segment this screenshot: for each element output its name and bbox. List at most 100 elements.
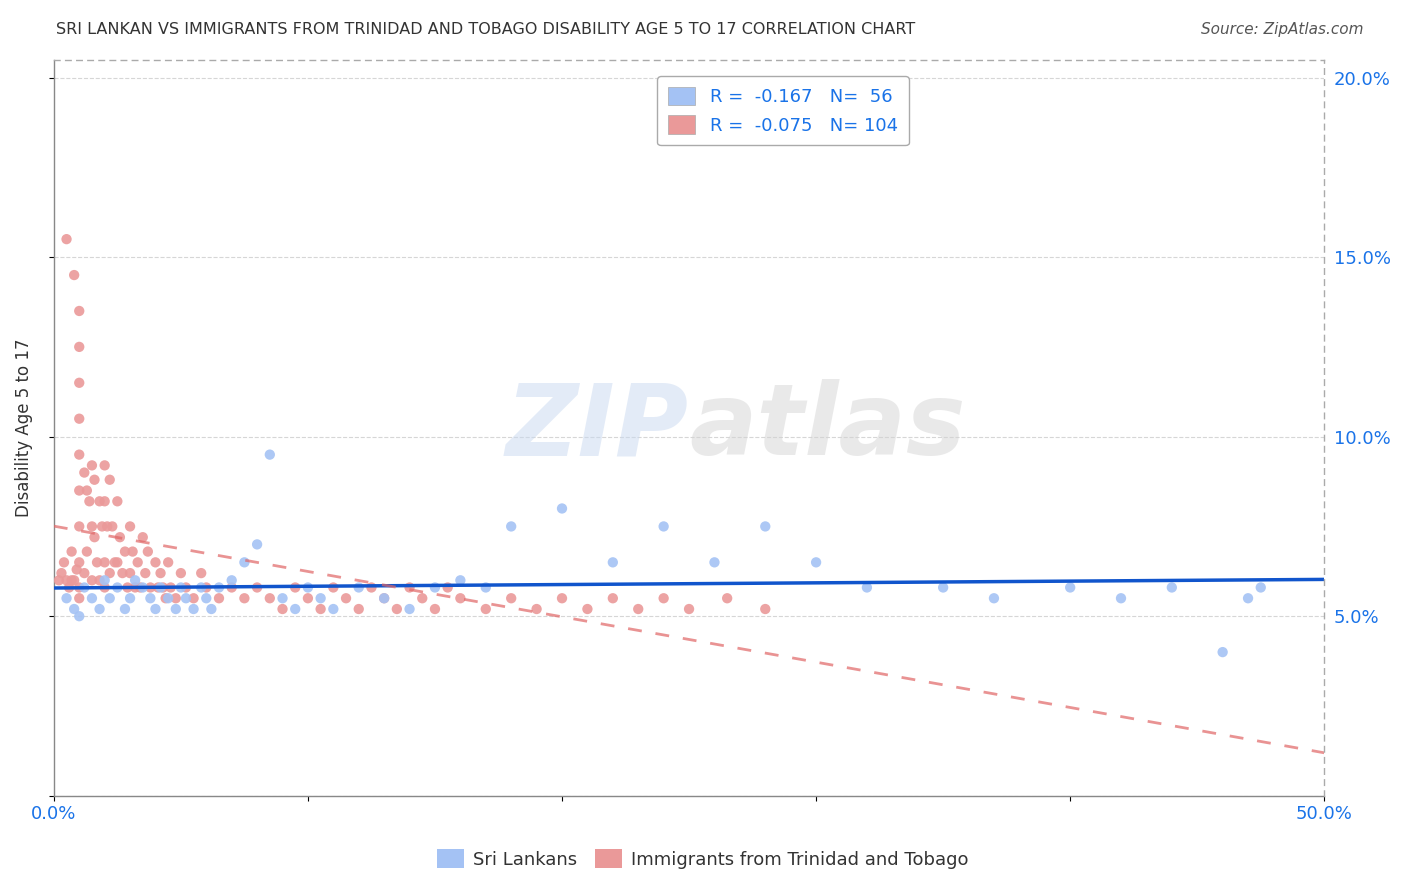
Y-axis label: Disability Age 5 to 17: Disability Age 5 to 17 bbox=[15, 338, 32, 517]
Point bbox=[423, 581, 446, 595]
Point bbox=[93, 494, 115, 508]
Point bbox=[652, 519, 675, 533]
Point bbox=[67, 340, 90, 354]
Point bbox=[208, 581, 231, 595]
Point bbox=[195, 581, 218, 595]
Point bbox=[576, 602, 599, 616]
Point bbox=[190, 566, 212, 581]
Point bbox=[120, 519, 142, 533]
Point bbox=[63, 268, 86, 282]
Point bbox=[67, 411, 90, 425]
Point bbox=[385, 602, 408, 616]
Point bbox=[165, 602, 187, 616]
Point bbox=[602, 591, 624, 606]
Point bbox=[627, 602, 650, 616]
Point bbox=[259, 591, 281, 606]
Point bbox=[83, 473, 105, 487]
Point bbox=[89, 602, 111, 616]
Point bbox=[98, 473, 121, 487]
Point bbox=[108, 530, 131, 544]
Point bbox=[200, 602, 222, 616]
Point bbox=[183, 602, 205, 616]
Point bbox=[322, 602, 344, 616]
Point bbox=[347, 602, 370, 616]
Point bbox=[170, 581, 193, 595]
Point bbox=[475, 602, 498, 616]
Text: ZIP: ZIP bbox=[506, 379, 689, 476]
Point bbox=[703, 555, 725, 569]
Point bbox=[139, 591, 162, 606]
Point bbox=[89, 574, 111, 588]
Point bbox=[716, 591, 738, 606]
Point bbox=[67, 609, 90, 624]
Point bbox=[48, 574, 70, 588]
Point bbox=[373, 591, 395, 606]
Point bbox=[79, 494, 101, 508]
Point bbox=[93, 458, 115, 473]
Point bbox=[1212, 645, 1234, 659]
Point bbox=[76, 483, 98, 498]
Point bbox=[754, 602, 776, 616]
Point bbox=[233, 555, 256, 569]
Point bbox=[67, 448, 90, 462]
Point bbox=[526, 602, 548, 616]
Point bbox=[80, 591, 103, 606]
Point bbox=[63, 602, 86, 616]
Point bbox=[246, 537, 269, 551]
Point bbox=[145, 602, 167, 616]
Point bbox=[297, 591, 319, 606]
Point bbox=[551, 501, 574, 516]
Point bbox=[93, 574, 115, 588]
Point bbox=[983, 591, 1005, 606]
Point bbox=[124, 574, 146, 588]
Point bbox=[80, 574, 103, 588]
Point bbox=[602, 555, 624, 569]
Point bbox=[174, 581, 197, 595]
Text: atlas: atlas bbox=[689, 379, 966, 476]
Point bbox=[51, 566, 73, 581]
Point bbox=[105, 581, 128, 595]
Point bbox=[96, 519, 118, 533]
Point bbox=[360, 581, 382, 595]
Point bbox=[67, 483, 90, 498]
Point bbox=[157, 555, 180, 569]
Point bbox=[208, 591, 231, 606]
Point bbox=[309, 591, 332, 606]
Point bbox=[475, 581, 498, 595]
Point bbox=[398, 581, 420, 595]
Point bbox=[93, 581, 115, 595]
Point bbox=[55, 232, 77, 246]
Point bbox=[98, 591, 121, 606]
Point bbox=[89, 494, 111, 508]
Point bbox=[105, 555, 128, 569]
Point bbox=[120, 591, 142, 606]
Point bbox=[259, 448, 281, 462]
Point bbox=[63, 574, 86, 588]
Point bbox=[183, 591, 205, 606]
Point bbox=[124, 581, 146, 595]
Point bbox=[1250, 581, 1272, 595]
Point bbox=[271, 591, 294, 606]
Point bbox=[373, 591, 395, 606]
Point bbox=[67, 591, 90, 606]
Point bbox=[129, 581, 152, 595]
Point bbox=[195, 591, 218, 606]
Point bbox=[117, 581, 139, 595]
Point bbox=[221, 574, 243, 588]
Point bbox=[1160, 581, 1182, 595]
Point bbox=[80, 519, 103, 533]
Point bbox=[152, 581, 174, 595]
Point bbox=[53, 555, 76, 569]
Point bbox=[309, 602, 332, 616]
Text: SRI LANKAN VS IMMIGRANTS FROM TRINIDAD AND TOBAGO DISABILITY AGE 5 TO 17 CORRELA: SRI LANKAN VS IMMIGRANTS FROM TRINIDAD A… bbox=[56, 22, 915, 37]
Point bbox=[114, 544, 136, 558]
Point bbox=[678, 602, 700, 616]
Point bbox=[174, 591, 197, 606]
Point bbox=[60, 544, 83, 558]
Point bbox=[114, 602, 136, 616]
Point bbox=[165, 591, 187, 606]
Point bbox=[132, 581, 155, 595]
Point bbox=[93, 555, 115, 569]
Point bbox=[449, 574, 471, 588]
Point bbox=[111, 566, 134, 581]
